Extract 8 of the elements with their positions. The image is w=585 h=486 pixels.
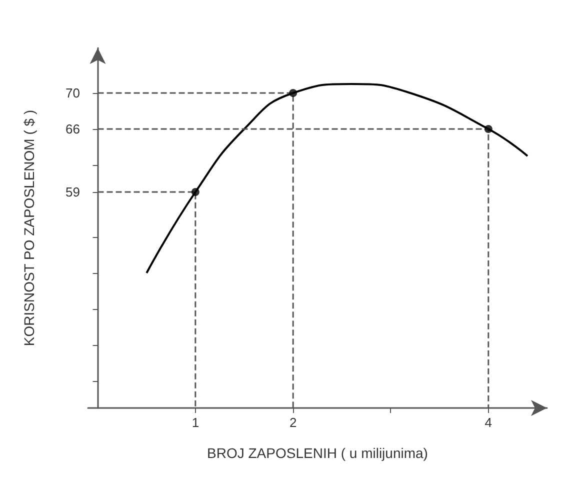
y-tick-label: 66: [66, 122, 80, 136]
x-tick-label: 1: [192, 415, 200, 430]
y-tick-label: 59: [66, 184, 80, 200]
x-tick-label: 4: [484, 415, 492, 430]
x-axis-title: BROJ ZAPOSLENIH ( u milijunima): [207, 445, 428, 461]
y-tick-label: 70: [66, 86, 80, 100]
x-tick-label: 2: [289, 415, 297, 430]
y-axis-title: KORISNOST PO ZAPOSLENOM ( $ ): [21, 110, 37, 346]
